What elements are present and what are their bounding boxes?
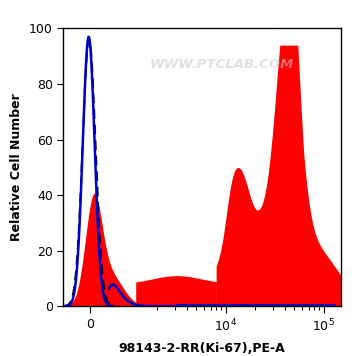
- Text: WWW.PTCLAB.COM: WWW.PTCLAB.COM: [149, 58, 294, 71]
- X-axis label: 98143-2-RR(Ki-67),PE-A: 98143-2-RR(Ki-67),PE-A: [119, 341, 286, 355]
- Y-axis label: Relative Cell Number: Relative Cell Number: [10, 93, 23, 241]
